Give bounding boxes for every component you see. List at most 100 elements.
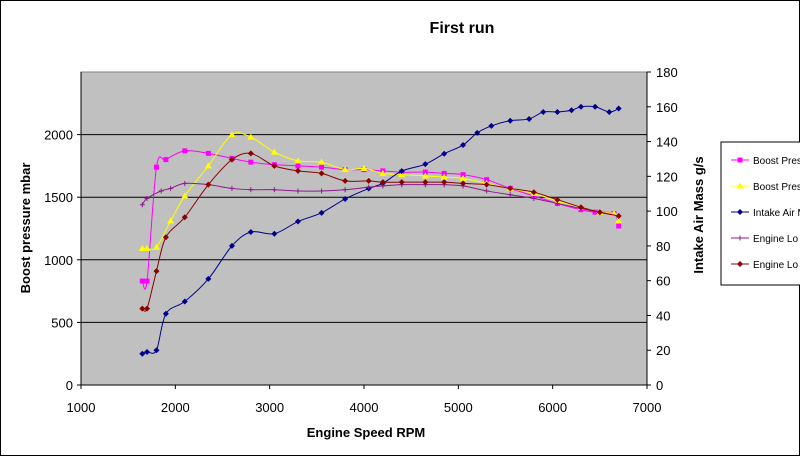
data-point bbox=[531, 193, 537, 199]
plot-area bbox=[80, 71, 648, 386]
data-point bbox=[441, 150, 448, 157]
data-point bbox=[271, 162, 278, 169]
chart-title: First run bbox=[430, 20, 495, 37]
legend: Boost Pres Boost Pres Intake Air M Engine L… bbox=[720, 141, 800, 286]
data-point bbox=[205, 181, 212, 188]
data-point bbox=[507, 192, 513, 198]
data-point bbox=[144, 348, 151, 355]
data-point bbox=[606, 108, 613, 115]
data-point bbox=[162, 310, 169, 317]
data-point bbox=[507, 117, 514, 124]
data-point bbox=[422, 169, 428, 175]
data-point bbox=[294, 167, 301, 174]
y-tick-label: 1000 bbox=[44, 253, 73, 268]
data-point bbox=[422, 179, 429, 186]
data-point bbox=[459, 174, 467, 181]
data-point bbox=[248, 159, 254, 165]
data-point bbox=[441, 170, 447, 176]
data-point bbox=[615, 212, 622, 219]
y2-tick-label: 60 bbox=[656, 274, 670, 289]
data-point bbox=[144, 278, 150, 284]
data-point bbox=[138, 245, 146, 252]
x-tick-label: 5000 bbox=[444, 400, 473, 415]
legend-entries: Boost Pres Boost Pres Intake Air M Engine L… bbox=[731, 156, 800, 271]
y2-tick-label: 140 bbox=[656, 135, 678, 150]
data-point bbox=[182, 148, 188, 154]
data-point bbox=[168, 185, 174, 191]
data-point bbox=[365, 177, 372, 184]
data-point bbox=[474, 129, 481, 136]
data-point bbox=[228, 242, 235, 249]
data-point bbox=[294, 218, 301, 225]
data-point bbox=[616, 223, 622, 229]
x-tick-label: 7000 bbox=[633, 400, 662, 415]
data-point bbox=[422, 161, 429, 168]
legend-marker bbox=[737, 261, 743, 267]
series-layer bbox=[138, 103, 623, 357]
x-tick-label: 4000 bbox=[350, 400, 379, 415]
data-point bbox=[163, 157, 169, 163]
data-point bbox=[421, 172, 429, 179]
data-point bbox=[228, 131, 236, 138]
data-point bbox=[153, 268, 160, 275]
legend-label: Intake Air M bbox=[753, 208, 800, 219]
y2-tick-label: 180 bbox=[656, 65, 678, 80]
data-point bbox=[229, 185, 235, 191]
data-point bbox=[139, 278, 145, 284]
data-point bbox=[143, 245, 151, 252]
legend-marker bbox=[737, 235, 743, 241]
data-point bbox=[379, 179, 386, 186]
data-point bbox=[319, 164, 325, 170]
data-point bbox=[483, 181, 490, 188]
data-point bbox=[460, 142, 467, 149]
y-tick-label: 1500 bbox=[44, 190, 73, 205]
data-point bbox=[460, 172, 466, 178]
legend-entry-2: Boost Pres bbox=[731, 182, 800, 193]
data-point bbox=[153, 347, 160, 354]
data-point bbox=[247, 133, 255, 140]
data-point bbox=[271, 230, 278, 237]
data-point bbox=[153, 164, 159, 170]
y2-tick-label: 0 bbox=[656, 378, 663, 393]
data-point bbox=[540, 108, 547, 115]
data-point bbox=[247, 228, 254, 235]
data-point bbox=[181, 192, 189, 199]
data-point bbox=[398, 179, 405, 186]
data-point bbox=[205, 150, 211, 156]
data-point bbox=[205, 275, 212, 282]
data-point bbox=[181, 214, 188, 221]
y-axis-label: Boost pressure mbar bbox=[18, 163, 33, 294]
data-point bbox=[568, 107, 575, 114]
data-point bbox=[342, 187, 348, 193]
data-point bbox=[144, 305, 151, 312]
data-point bbox=[398, 168, 405, 175]
legend-entry-1: Boost Pres bbox=[731, 156, 800, 167]
data-point bbox=[139, 305, 146, 312]
data-point bbox=[398, 171, 406, 178]
y2-tick-label: 100 bbox=[656, 204, 678, 219]
data-point bbox=[295, 163, 301, 169]
data-point bbox=[531, 195, 537, 201]
legend-label: Boost Pres bbox=[753, 182, 800, 193]
x-tick-label: 2000 bbox=[161, 400, 190, 415]
legend-label: Engine Lo bbox=[753, 260, 798, 271]
data-point bbox=[577, 103, 584, 110]
y2-tick-label: 40 bbox=[656, 308, 670, 323]
data-point bbox=[440, 173, 448, 180]
y-tick-label: 500 bbox=[51, 315, 73, 330]
data-point bbox=[162, 234, 169, 241]
grid-lines bbox=[81, 134, 647, 323]
data-point bbox=[554, 196, 561, 203]
legend-marker bbox=[737, 157, 743, 163]
data-point bbox=[484, 188, 490, 194]
data-point bbox=[139, 350, 146, 357]
data-point bbox=[484, 177, 490, 183]
legend-entry-4: Engine Lo bbox=[731, 234, 798, 245]
data-point bbox=[577, 204, 584, 211]
data-point bbox=[204, 162, 212, 169]
legend-box bbox=[720, 141, 800, 286]
data-point bbox=[271, 187, 277, 193]
legend-marker bbox=[736, 182, 744, 189]
